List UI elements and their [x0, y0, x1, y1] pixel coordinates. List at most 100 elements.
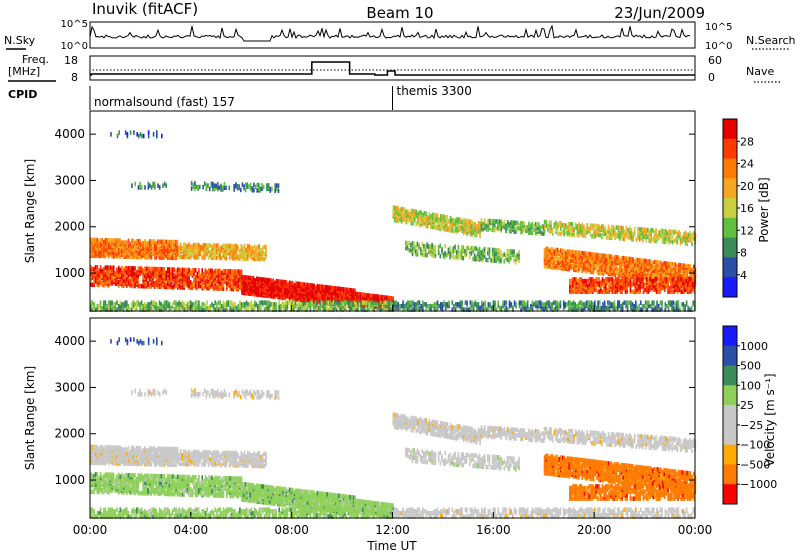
power-cell: [363, 307, 366, 312]
power-cell: [493, 219, 496, 224]
power-cell: [649, 303, 652, 309]
power-cell: [370, 300, 372, 305]
power-cell: [692, 231, 695, 236]
power-cell: [418, 243, 420, 248]
power-cell: [558, 231, 561, 236]
power-cell: [209, 307, 212, 312]
power-cell: [352, 302, 354, 307]
power-cell: [422, 300, 424, 305]
power-cell: [440, 302, 442, 307]
power-cell: [327, 300, 330, 305]
power-cell: [449, 251, 451, 256]
power-cell: [382, 295, 385, 300]
power-cell: [152, 239, 154, 244]
power-cell: [477, 302, 480, 307]
power-cell: [369, 293, 371, 298]
power-cell: [579, 250, 582, 256]
power-cell: [134, 266, 136, 271]
power-cell: [467, 219, 470, 224]
power-cell: [565, 230, 567, 235]
power-cell: [601, 233, 603, 238]
power-cell: [202, 250, 205, 255]
power-cell: [592, 223, 595, 228]
power-cell: [126, 269, 128, 274]
power-cell: [245, 300, 248, 305]
power-cell: [644, 305, 647, 311]
power-cell: [196, 271, 199, 277]
power-cell: [499, 305, 501, 311]
power-cell: [264, 277, 266, 282]
power-cell: [458, 217, 460, 222]
power-cell: [331, 285, 333, 291]
power-cell: [219, 300, 221, 305]
power-cell: [199, 305, 202, 311]
power-cell: [523, 221, 525, 226]
power-cell: [339, 300, 341, 305]
power-cell: [112, 270, 115, 276]
power-cell: [258, 244, 261, 249]
power-cell: [188, 253, 190, 258]
power-cell: [472, 307, 475, 312]
power-cell: [359, 297, 362, 302]
power-cell: [481, 303, 483, 309]
power-cell: [373, 302, 376, 307]
power-cell: [219, 246, 221, 252]
power-cell: [201, 271, 203, 277]
power-cell: [203, 280, 205, 286]
power-cell: [193, 246, 195, 251]
power-cell: [635, 257, 638, 262]
power-cell: [314, 307, 317, 312]
power-cell: [170, 305, 172, 311]
power-cell: [690, 305, 693, 311]
power-cell: [609, 254, 611, 259]
power-cell: [574, 302, 576, 307]
power-cell: [599, 253, 602, 258]
power-cell: [135, 254, 138, 260]
power-cell: [204, 268, 207, 273]
power-cell: [196, 242, 198, 248]
power-cell: [617, 225, 620, 230]
power-cell: [518, 300, 521, 305]
power-cell: [510, 220, 512, 225]
power-cell: [90, 277, 92, 282]
power-cell: [308, 282, 310, 288]
power-cell: [411, 241, 414, 246]
power-cell: [134, 271, 136, 276]
power-cell: [676, 231, 679, 237]
power-cell: [408, 307, 411, 312]
power-cell: [686, 232, 688, 237]
power-cell: [149, 282, 151, 287]
power-cell: [426, 252, 428, 258]
power-cell: [283, 302, 285, 307]
power-cell: [229, 254, 231, 259]
power-cell: [362, 300, 364, 305]
power-cell: [265, 300, 267, 305]
power-cell: [209, 250, 211, 255]
power-cell: [614, 226, 616, 232]
power-cell: [385, 302, 388, 307]
power-cell: [131, 266, 133, 271]
power-cell: [506, 257, 509, 263]
power-cell: [351, 288, 353, 293]
power-cell: [112, 265, 115, 270]
power-cell: [465, 245, 468, 251]
power-cell: [599, 232, 602, 238]
power-cell: [116, 252, 118, 257]
power-cell: [326, 288, 329, 294]
power-cell: [533, 302, 535, 307]
power-cell: [439, 243, 442, 248]
power-cell: [206, 248, 208, 253]
power-cell: [420, 210, 422, 215]
power-cell: [158, 300, 161, 305]
power-cell: [417, 211, 419, 217]
power-cell: [360, 300, 362, 305]
power-cell: [250, 249, 252, 254]
power-cell: [407, 209, 409, 215]
power-cell: [183, 280, 185, 285]
power-cell: [561, 248, 564, 253]
power-cell: [101, 252, 104, 257]
power-cell: [103, 300, 105, 305]
power-cell: [222, 307, 225, 312]
power-cell: [112, 247, 115, 252]
power-cell: [682, 302, 685, 307]
